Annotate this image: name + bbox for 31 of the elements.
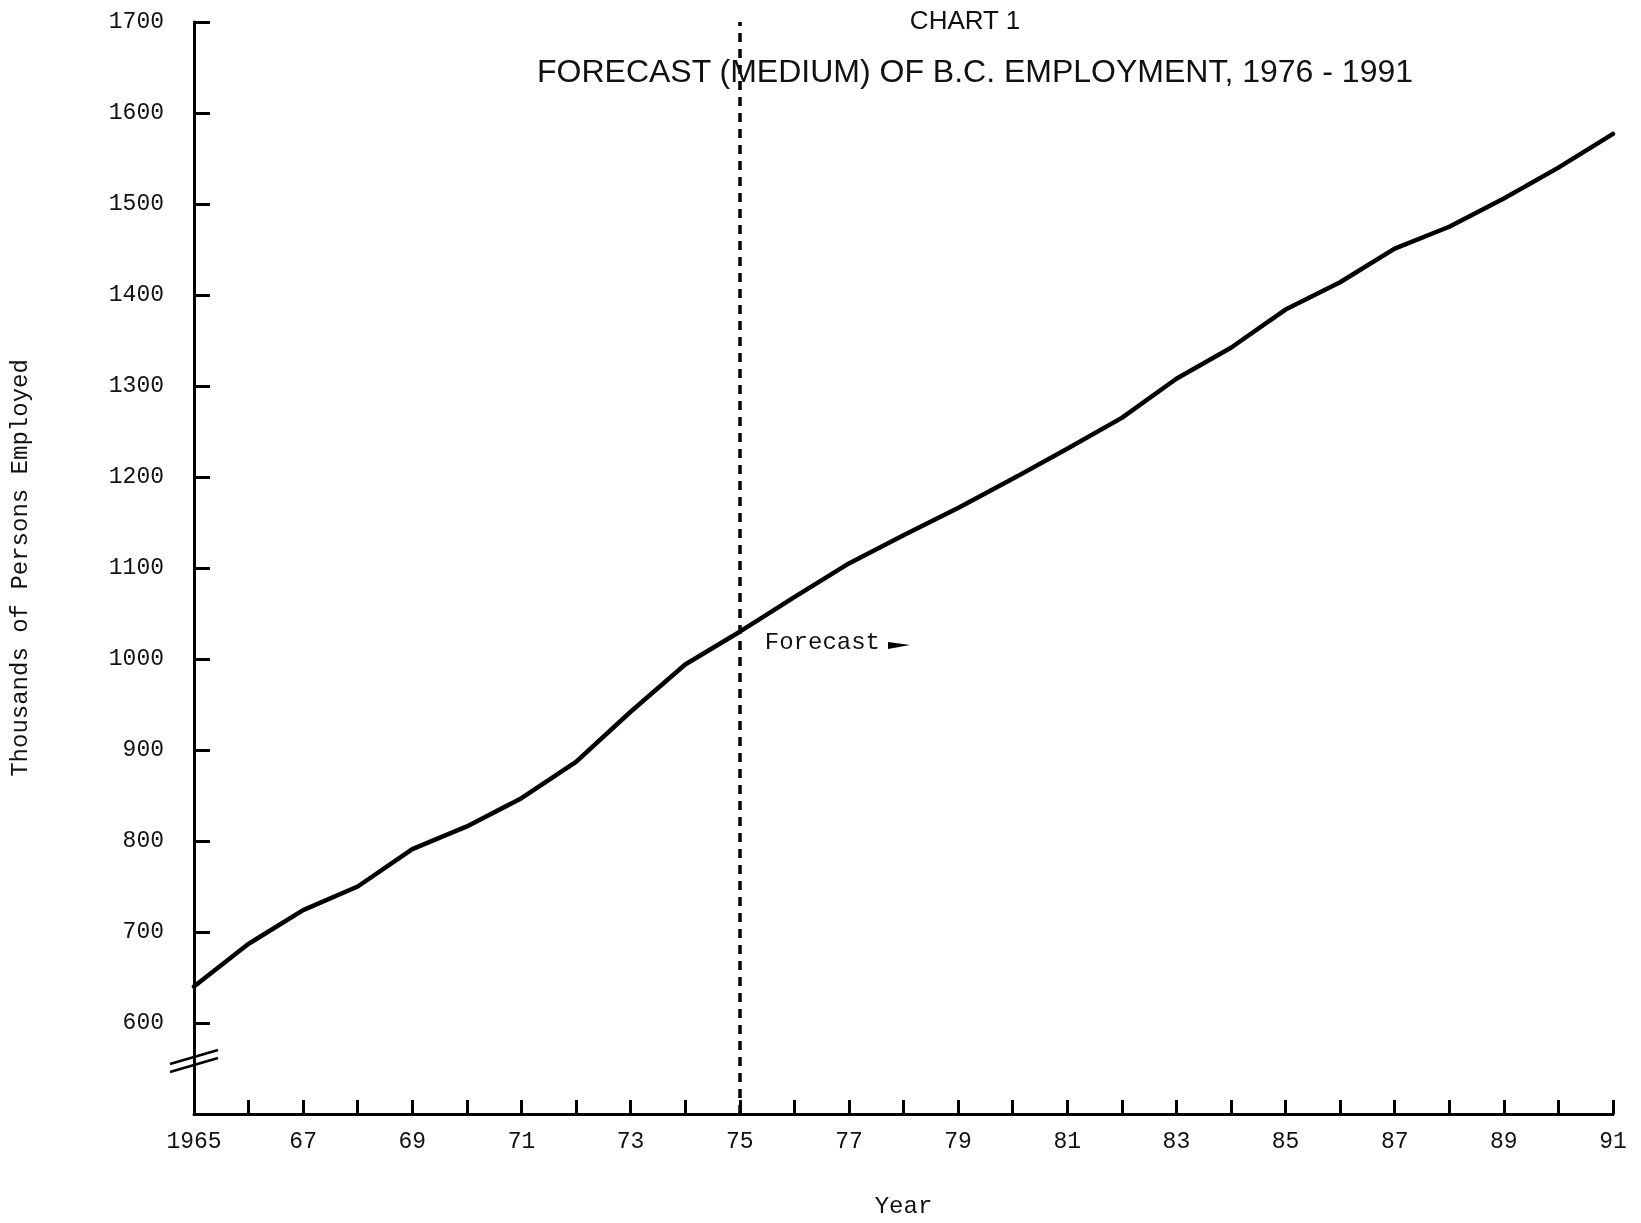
x-tick-label: 81 (1053, 1128, 1082, 1155)
x-tick-label: 79 (944, 1128, 972, 1155)
y-tick-label: 1700 (108, 9, 164, 35)
y-tick-label: 1100 (108, 555, 164, 581)
y-tick-label: 600 (122, 1010, 164, 1036)
x-tick-label: 75 (725, 1128, 754, 1155)
y-tick-label: 1300 (108, 373, 164, 399)
y-tick-label: 1200 (108, 464, 164, 490)
x-tick-label: 85 (1271, 1128, 1300, 1155)
y-tick-label: 1000 (108, 646, 164, 672)
y-tick-label: 1400 (108, 282, 164, 308)
x-tick-label: 77 (835, 1128, 863, 1155)
y-tick-label: 1500 (108, 191, 164, 217)
x-tick-label: 67 (289, 1128, 317, 1155)
x-axis-title: Year (874, 1192, 933, 1220)
text: FORECAST (MEDIUM) OF B.C. EMPLOYMENT, 1976 - 1991 (536, 53, 1414, 89)
x-tick-label: 89 (1490, 1128, 1518, 1155)
y-tick-label: 800 (122, 828, 164, 854)
x-tick-label: 73 (616, 1128, 645, 1155)
x-tick-label: 83 (1162, 1128, 1191, 1155)
x-tick-label: 87 (1380, 1128, 1409, 1155)
y-axis-title: Thousands of Persons Employed (6, 359, 34, 777)
y-tick-label: 900 (122, 737, 164, 763)
x-tick-label: 69 (398, 1128, 427, 1155)
y-tick-label: 700 (122, 919, 164, 945)
x-tick-label: 1965 (166, 1128, 222, 1155)
chart-title: CHART 1 (909, 5, 1021, 35)
y-tick-label: 1600 (108, 100, 164, 126)
ref-line-label: Forecast (764, 629, 880, 657)
x-tick-label: 71 (507, 1128, 536, 1155)
x-tick-label: 91 (1599, 1128, 1627, 1155)
